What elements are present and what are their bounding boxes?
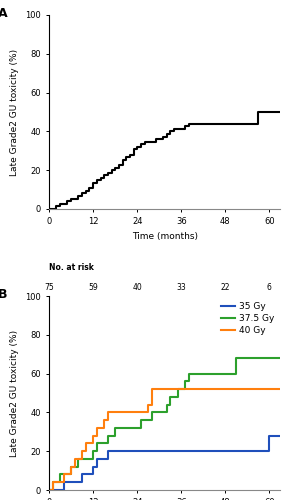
Line: 37.5 Gy: 37.5 Gy <box>49 358 280 490</box>
37.5 Gy <box>84 456 88 462</box>
Text: 75: 75 <box>44 282 54 292</box>
35 Gy <box>121 448 124 454</box>
40 Gy <box>58 479 62 485</box>
35 Gy <box>249 448 253 454</box>
40 Gy <box>62 472 66 478</box>
37.5 Gy <box>114 425 117 431</box>
X-axis label: Time (months): Time (months) <box>132 232 198 241</box>
37.5 Gy <box>77 456 80 462</box>
35 Gy <box>114 448 117 454</box>
37.5 Gy <box>47 487 51 493</box>
Text: 59: 59 <box>88 282 98 292</box>
Text: 40: 40 <box>132 282 142 292</box>
35 Gy <box>62 479 66 485</box>
37.5 Gy <box>69 464 73 469</box>
37.5 Gy <box>154 410 157 416</box>
40 Gy <box>84 440 88 446</box>
37.5 Gy <box>58 472 62 478</box>
35 Gy <box>69 479 73 485</box>
37.5 Gy <box>51 479 55 485</box>
Text: B: B <box>0 288 8 302</box>
Y-axis label: Late Grade2 GU toxicity (%): Late Grade2 GU toxicity (%) <box>10 330 19 456</box>
35 Gy <box>279 432 282 438</box>
Text: No. at risk: No. at risk <box>49 263 94 272</box>
37.5 Gy <box>183 378 187 384</box>
35 Gy <box>125 448 128 454</box>
40 Gy <box>88 440 91 446</box>
Legend: 35 Gy, 37.5 Gy, 40 Gy: 35 Gy, 37.5 Gy, 40 Gy <box>220 300 276 336</box>
37.5 Gy <box>66 472 69 478</box>
37.5 Gy <box>99 440 102 446</box>
35 Gy <box>47 487 51 493</box>
40 Gy <box>179 386 183 392</box>
40 Gy <box>80 448 84 454</box>
40 Gy <box>194 386 198 392</box>
40 Gy <box>55 479 58 485</box>
Text: 33: 33 <box>176 282 186 292</box>
40 Gy <box>99 425 102 431</box>
37.5 Gy <box>88 456 91 462</box>
37.5 Gy <box>176 386 179 392</box>
37.5 Gy <box>147 417 150 423</box>
37.5 Gy <box>95 440 99 446</box>
37.5 Gy <box>279 355 282 361</box>
40 Gy <box>106 410 110 416</box>
37.5 Gy <box>91 448 95 454</box>
37.5 Gy <box>55 479 58 485</box>
35 Gy <box>117 448 121 454</box>
40 Gy <box>150 386 154 392</box>
Line: 40 Gy: 40 Gy <box>49 389 280 490</box>
35 Gy <box>99 456 102 462</box>
35 Gy <box>268 432 271 438</box>
Text: A: A <box>0 7 8 20</box>
35 Gy <box>128 448 131 454</box>
40 Gy <box>91 432 95 438</box>
37.5 Gy <box>158 410 161 416</box>
Line: 35 Gy: 35 Gy <box>49 436 280 490</box>
Y-axis label: Late Grade2 GU toxicity (%): Late Grade2 GU toxicity (%) <box>10 48 19 176</box>
35 Gy <box>88 472 91 478</box>
35 Gy <box>106 448 110 454</box>
35 Gy <box>102 456 106 462</box>
37.5 Gy <box>235 355 238 361</box>
37.5 Gy <box>187 370 190 376</box>
40 Gy <box>51 479 55 485</box>
40 Gy <box>136 410 139 416</box>
37.5 Gy <box>110 432 113 438</box>
37.5 Gy <box>179 386 183 392</box>
37.5 Gy <box>165 402 168 407</box>
40 Gy <box>102 417 106 423</box>
37.5 Gy <box>62 472 66 478</box>
40 Gy <box>73 456 77 462</box>
40 Gy <box>95 425 99 431</box>
37.5 Gy <box>139 417 142 423</box>
40 Gy <box>147 402 150 407</box>
40 Gy <box>47 487 51 493</box>
35 Gy <box>80 472 84 478</box>
40 Gy <box>279 386 282 392</box>
37.5 Gy <box>136 425 139 431</box>
35 Gy <box>77 479 80 485</box>
40 Gy <box>66 472 69 478</box>
40 Gy <box>69 464 73 469</box>
37.5 Gy <box>106 432 110 438</box>
40 Gy <box>114 410 117 416</box>
37.5 Gy <box>80 456 84 462</box>
37.5 Gy <box>102 440 106 446</box>
37.5 Gy <box>168 394 172 400</box>
Text: 22: 22 <box>221 282 230 292</box>
35 Gy <box>55 487 58 493</box>
35 Gy <box>110 448 113 454</box>
40 Gy <box>77 456 80 462</box>
37.5 Gy <box>150 410 154 416</box>
40 Gy <box>183 386 187 392</box>
35 Gy <box>91 464 95 469</box>
35 Gy <box>95 456 99 462</box>
37.5 Gy <box>161 410 165 416</box>
35 Gy <box>84 472 88 478</box>
37.5 Gy <box>73 464 77 469</box>
Text: 6: 6 <box>267 282 272 292</box>
37.5 Gy <box>143 417 146 423</box>
37.5 Gy <box>172 394 176 400</box>
